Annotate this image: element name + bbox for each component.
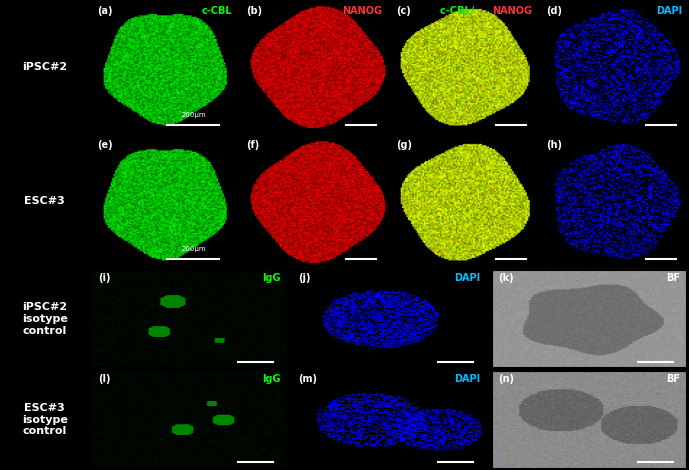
Text: (j): (j) — [298, 274, 311, 283]
Text: (i): (i) — [98, 274, 111, 283]
Text: NANOG: NANOG — [492, 6, 532, 16]
Text: ESC#3: ESC#3 — [24, 196, 65, 206]
Text: iPSC#2
isotype
control: iPSC#2 isotype control — [22, 302, 68, 336]
Text: (k): (k) — [497, 274, 513, 283]
Text: c-CBL/: c-CBL/ — [440, 6, 477, 16]
Text: IgG: IgG — [263, 374, 281, 384]
Text: iPSC#2: iPSC#2 — [22, 62, 68, 72]
Text: BF: BF — [666, 374, 681, 384]
Text: (e): (e) — [96, 140, 112, 150]
Text: IgG: IgG — [263, 274, 281, 283]
Text: DAPI: DAPI — [656, 6, 682, 16]
Text: ESC#3
isotype
control: ESC#3 isotype control — [22, 403, 68, 436]
Text: (n): (n) — [497, 374, 514, 384]
Text: DAPI: DAPI — [455, 274, 481, 283]
Text: (l): (l) — [98, 374, 111, 384]
Text: NANOG: NANOG — [342, 6, 382, 16]
Text: BF: BF — [666, 274, 681, 283]
Text: (h): (h) — [546, 140, 562, 150]
Text: 200μm: 200μm — [181, 112, 206, 118]
Text: DAPI: DAPI — [455, 374, 481, 384]
Text: (d): (d) — [546, 6, 562, 16]
Text: (c): (c) — [396, 6, 411, 16]
Text: (g): (g) — [396, 140, 413, 150]
Text: (m): (m) — [298, 374, 317, 384]
Text: c-CBL: c-CBL — [202, 6, 232, 16]
Text: 200μm: 200μm — [181, 246, 206, 252]
Text: (b): (b) — [247, 6, 263, 16]
Text: (a): (a) — [96, 6, 112, 16]
Text: (f): (f) — [247, 140, 260, 150]
